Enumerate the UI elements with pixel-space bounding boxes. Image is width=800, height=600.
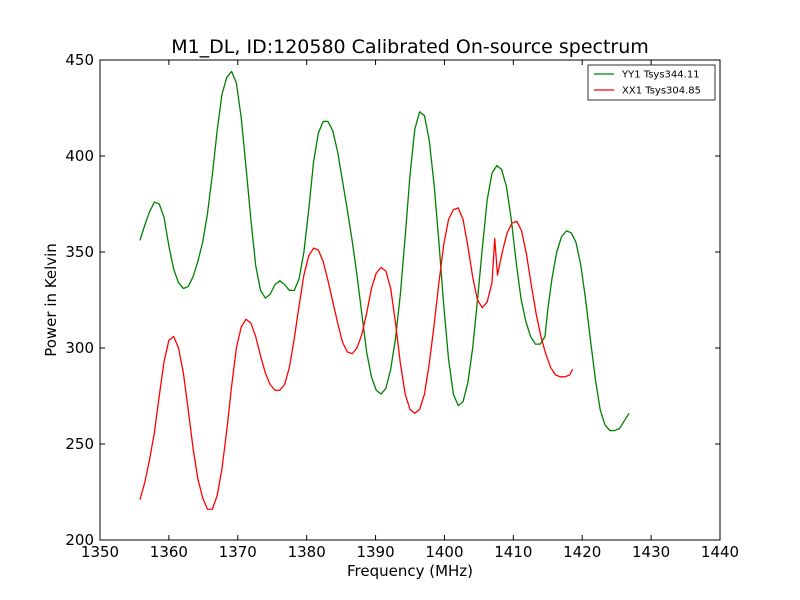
x-tick-label: 1420 bbox=[563, 543, 601, 561]
x-tick-label: 1390 bbox=[356, 543, 394, 561]
series-layer bbox=[139, 70, 630, 510]
x-axis: 1350 1360 1370 1380 1390 1400 1410 1420 1430 1440 bbox=[81, 60, 739, 561]
chart-title: M1_DL, ID:120580 Calibrated On-source sp… bbox=[171, 36, 649, 58]
legend-label-xx1: XX1 Tsys304.85 bbox=[622, 86, 701, 97]
x-axis-label: Frequency (MHz) bbox=[347, 562, 473, 580]
x-tick-label: 1440 bbox=[701, 543, 739, 561]
y-tick-label: 200 bbox=[65, 531, 94, 549]
legend-label-yy1: YY1 Tsys344.11 bbox=[621, 70, 700, 81]
x-tick-label: 1380 bbox=[288, 543, 326, 561]
plot-frame bbox=[99, 59, 721, 541]
x-tick-label: 1360 bbox=[150, 543, 188, 561]
legend: YY1 Tsys344.11 XX1 Tsys304.85 bbox=[587, 64, 716, 101]
legend-box bbox=[587, 64, 716, 101]
series-line-yy1 bbox=[139, 70, 630, 432]
y-tick-label: 400 bbox=[65, 147, 94, 165]
x-tick-label: 1430 bbox=[632, 543, 670, 561]
x-tick-label: 1370 bbox=[219, 543, 257, 561]
plot-area bbox=[100, 60, 720, 540]
x-tick-label: 1350 bbox=[81, 543, 119, 561]
x-tick-label: 1410 bbox=[494, 543, 532, 561]
y-axis: 200 250 300 350 400 450 bbox=[65, 51, 720, 549]
y-tick-label: 450 bbox=[65, 51, 94, 69]
y-tick-label: 300 bbox=[65, 339, 94, 357]
x-tick-label: 1400 bbox=[425, 543, 463, 561]
series-line-xx1 bbox=[139, 207, 574, 510]
y-tick-label: 350 bbox=[65, 243, 94, 261]
y-axis-label: Power in Kelvin bbox=[42, 243, 60, 357]
y-tick-label: 250 bbox=[65, 435, 94, 453]
